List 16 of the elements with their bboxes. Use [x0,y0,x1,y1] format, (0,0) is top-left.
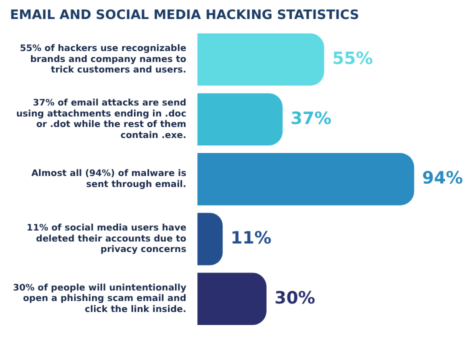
data-label: 55% [332,48,373,69]
y-tick-label: 30% of people will unintentionally open a phishing scam email and click the link inside. [13,283,186,316]
y-tick-label: 55% of hackers use recognizable brands and company names to trick customers and users. [20,44,186,76]
bar [197,272,267,326]
data-label: 11% [230,228,272,248]
y-tick-label: 37% of email attacks are send using attachments ending in .doc or .dot while the rest of them contain .exe. [16,98,186,141]
bar [197,93,283,146]
bar [197,153,414,206]
data-label: 30% [274,288,316,308]
chart-title: EMAIL AND SOCIAL MEDIA HACKING STATISTICS [10,8,360,24]
y-tick-label: 11% of social media users have deleted their accounts due to privacy concerns [26,224,186,256]
y-tick-label: Almost all (94%) of malware is sent through email. [31,169,186,190]
bar [197,33,324,86]
bar [197,212,223,266]
data-label: 37% [290,108,332,129]
data-label: 94% [422,168,463,189]
